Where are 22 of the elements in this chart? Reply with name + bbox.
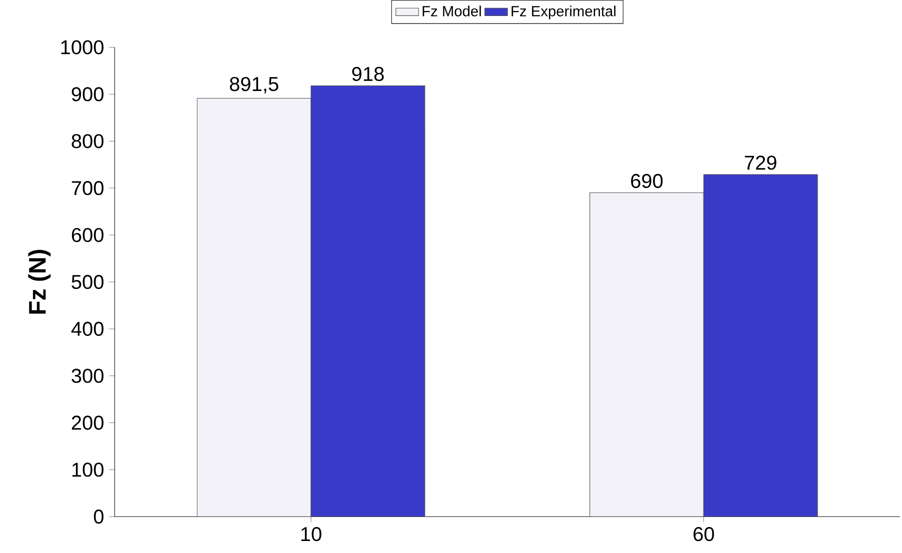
y-axis-title: Fz (N) xyxy=(28,250,51,314)
y-tick-label: 800 xyxy=(72,134,104,148)
x-tick-label: 10 xyxy=(301,527,322,542)
legend-label: Fz Model xyxy=(422,6,481,17)
data-label: 918 xyxy=(352,67,384,82)
y-tick-label: 900 xyxy=(72,87,104,102)
x-tick-label: 60 xyxy=(694,527,714,542)
y-tick-label: 600 xyxy=(72,228,104,242)
y-tick-label: 1000 xyxy=(61,40,104,55)
data-label: 891,5 xyxy=(230,77,278,94)
bar xyxy=(703,174,818,517)
y-tick-label: 200 xyxy=(72,416,104,430)
y-tick-label: 400 xyxy=(71,322,104,336)
data-label: 729 xyxy=(744,156,776,170)
y-tick-label: 300 xyxy=(72,368,104,384)
data-label: 690 xyxy=(631,174,663,188)
y-tick-label: 500 xyxy=(72,275,104,290)
y-tick-label: 0 xyxy=(94,510,104,524)
bar xyxy=(310,86,426,517)
y-tick-label: 700 xyxy=(72,181,104,196)
y-tick-label: 100 xyxy=(72,462,104,477)
legend-label: Fz Experimental xyxy=(512,6,616,20)
